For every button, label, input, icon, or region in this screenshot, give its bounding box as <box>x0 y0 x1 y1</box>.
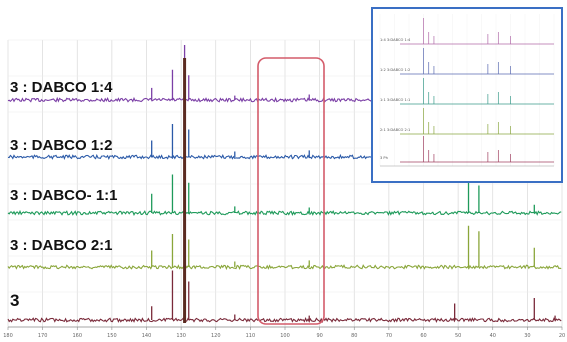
inset-label: 1:1 3:DABCO 1:1 <box>380 98 410 102</box>
x-tick-label: 70 <box>386 333 392 339</box>
inset-label: 1:4 3:DABCO 1:4 <box>380 38 411 42</box>
spectrum-series: 3 <box>7 254 562 324</box>
series-label: 3 <box>10 291 19 310</box>
x-tick-label: 40 <box>490 333 496 339</box>
spectrum-baseline <box>7 209 562 217</box>
spectrum-series: 3 : DABCO 2:1 <box>7 212 562 271</box>
series-label: 3 : DABCO- 1:1 <box>10 187 118 204</box>
x-tick-label: 60 <box>420 333 426 339</box>
inset-label: 2:1 3:DABCO 2:1 <box>380 128 410 132</box>
x-tick-label: 50 <box>455 333 461 339</box>
series-label: 3 : DABCO 1:4 <box>10 79 113 96</box>
inset-panel: 1:4 3:DABCO 1:4 1:2 3:DABCO 1:2 1:1 3:DABC… <box>371 7 563 183</box>
spectrum-baseline <box>7 264 562 271</box>
series-label: 3 : DABCO 2:1 <box>10 237 113 254</box>
x-tick-label: 170 <box>38 333 48 339</box>
x-tick-label: 100 <box>280 333 290 339</box>
x-tick-label: 90 <box>316 333 322 339</box>
highlight-box <box>257 57 325 325</box>
series-label: 3 : DABCO 1:2 <box>10 137 113 154</box>
x-tick-label: 150 <box>107 333 117 339</box>
x-tick-label: 120 <box>211 333 221 339</box>
spectrum-series: 3 : DABCO- 1:1 <box>7 158 562 217</box>
x-tick-label: 110 <box>246 333 256 339</box>
inset-label: 3 Ph <box>380 156 388 160</box>
x-tick-label: 180 <box>3 333 13 339</box>
inset-label: 1:2 3:DABCO 1:2 <box>380 68 410 72</box>
x-tick-label: 140 <box>142 333 152 339</box>
x-tick-label: 30 <box>524 333 530 339</box>
spectrum-baseline <box>7 316 562 324</box>
x-tick-label: 160 <box>72 333 82 339</box>
x-tick-label: 130 <box>176 333 186 339</box>
x-tick-label: 80 <box>351 333 357 339</box>
x-tick-label: 20 <box>559 333 565 339</box>
